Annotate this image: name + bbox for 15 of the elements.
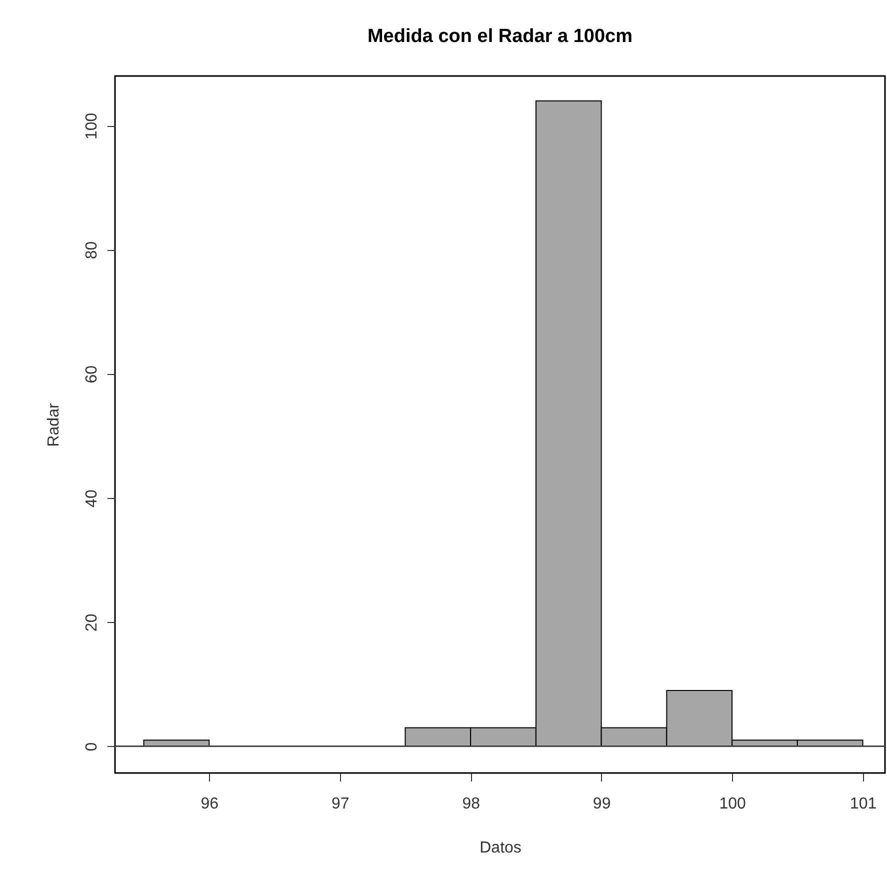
y-tick-label: 0 — [84, 742, 100, 752]
x-tick-label: 98 — [462, 796, 480, 812]
x-tick-label: 101 — [850, 796, 877, 812]
y-tick-label: 40 — [84, 490, 100, 508]
y-tick-label: 60 — [84, 365, 100, 384]
x-axis-title: Datos — [480, 840, 522, 856]
chart-title: Medida con el Radar a 100cm — [367, 26, 633, 47]
x-tick-label: 100 — [719, 796, 746, 812]
x-tick-label: 96 — [200, 796, 219, 812]
y-tick-label: 20 — [84, 614, 100, 632]
y-tick-label: 100 — [84, 112, 100, 140]
x-tick-label: 97 — [331, 796, 350, 812]
y-tick-label: 80 — [84, 241, 100, 260]
y-axis-title: Radar — [46, 402, 62, 447]
x-tick-label: 99 — [592, 796, 611, 812]
